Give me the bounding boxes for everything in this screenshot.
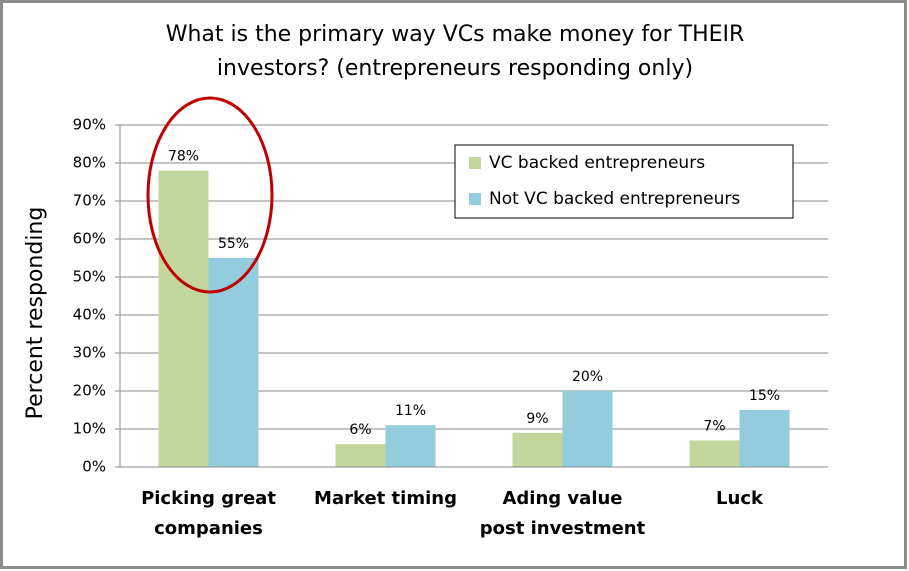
value-label: 55% <box>218 236 249 252</box>
legend-box <box>454 144 794 219</box>
y-tick-label: 20% <box>73 382 106 400</box>
value-label: 6% <box>349 422 371 438</box>
bar <box>512 432 563 467</box>
x-tick-label: Luck <box>716 488 763 509</box>
bar <box>208 258 259 467</box>
bar <box>739 410 790 467</box>
y-tick-label: 60% <box>73 230 106 248</box>
value-label: 20% <box>572 369 603 385</box>
y-tick-label: 10% <box>73 420 106 438</box>
legend-swatch <box>469 157 481 169</box>
bar <box>158 170 209 467</box>
x-tick-label: Picking great companies <box>141 488 276 539</box>
value-label: 11% <box>395 403 426 419</box>
value-label: 7% <box>703 418 725 434</box>
chart-title: What is the primary way VCs make money f… <box>165 22 745 81</box>
value-label: 78% <box>168 149 199 165</box>
bar <box>335 444 386 467</box>
x-tick-label: Market timing <box>314 488 457 509</box>
y-tick-label: 80% <box>73 154 106 172</box>
y-tick-label: 30% <box>73 344 106 362</box>
y-axis-label: Percent responding <box>23 207 48 420</box>
bar <box>562 391 613 467</box>
legend-label: Not VC backed entrepreneurs <box>489 189 740 209</box>
value-label: 15% <box>749 388 780 404</box>
y-tick-label: 50% <box>73 268 106 286</box>
x-tick-label: Ading value post investment <box>479 488 646 539</box>
highlight-ellipse <box>146 96 274 294</box>
y-tick-label: 0% <box>82 458 106 476</box>
y-tick-label: 40% <box>73 306 106 324</box>
legend-label: VC backed entrepreneurs <box>489 153 705 173</box>
y-tick-label: 70% <box>73 192 106 210</box>
y-tick-label: 90% <box>73 116 106 134</box>
bar <box>689 440 740 467</box>
bar <box>385 425 436 467</box>
value-label: 9% <box>526 411 548 427</box>
legend-swatch <box>469 193 481 205</box>
